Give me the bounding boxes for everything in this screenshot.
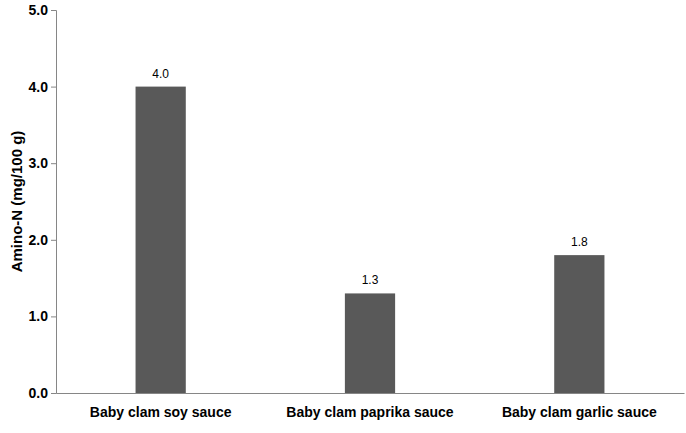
x-tick: Baby clam soy sauce (90, 404, 232, 420)
bar (345, 293, 395, 393)
y-tick-label: 0.0 (29, 385, 49, 401)
x-tick-label: Baby clam soy sauce (90, 404, 232, 420)
y-tick-label: 3.0 (29, 155, 49, 171)
bar (136, 87, 186, 393)
y-tick-label: 4.0 (29, 79, 49, 95)
y-tick: 5.0 (29, 2, 56, 18)
x-tick: Baby clam paprika sauce (286, 404, 454, 420)
y-tick: 3.0 (29, 155, 56, 171)
data-label: 1.3 (362, 273, 379, 287)
y-tick-label: 1.0 (29, 308, 49, 324)
y-tick-label: 5.0 (29, 2, 49, 18)
y-tick: 2.0 (29, 232, 56, 248)
bar (554, 255, 604, 393)
y-axis-line (51, 11, 57, 394)
y-tick: 0.0 (29, 385, 56, 401)
chart: 0.01.02.03.04.05.0Baby clam soy sauceBab… (0, 0, 686, 433)
data-label: 4.0 (152, 67, 169, 81)
y-tick-mark (51, 393, 56, 394)
y-tick: 4.0 (29, 79, 56, 95)
y-tick-mark (51, 316, 56, 317)
x-axis-line (57, 393, 685, 394)
plot: 0.01.02.03.04.05.0Baby clam soy sauceBab… (29, 2, 685, 420)
bars (136, 87, 605, 393)
x-tick-label: Baby clam paprika sauce (286, 404, 454, 420)
x-tick: Baby clam garlic sauce (502, 404, 657, 420)
y-axis: 0.0 1.0 2.0 3.0 4.0 5.0 (29, 2, 57, 401)
data-labels: 4.0 1.3 1.8 (152, 67, 588, 288)
data-label: 1.8 (571, 235, 588, 249)
y-tick-label: 2.0 (29, 232, 49, 248)
y-axis-title: Amino-N (mg/100 g) (8, 131, 25, 273)
y-tick: 1.0 (29, 308, 56, 324)
y-tick-mark (51, 240, 56, 241)
y-tick-mark (51, 10, 56, 11)
y-tick-mark (51, 163, 56, 164)
y-tick-mark (51, 87, 56, 88)
x-tick-label: Baby clam garlic sauce (502, 404, 657, 420)
x-axis: Baby clam soy sauce Baby clam paprika sau… (57, 394, 685, 420)
